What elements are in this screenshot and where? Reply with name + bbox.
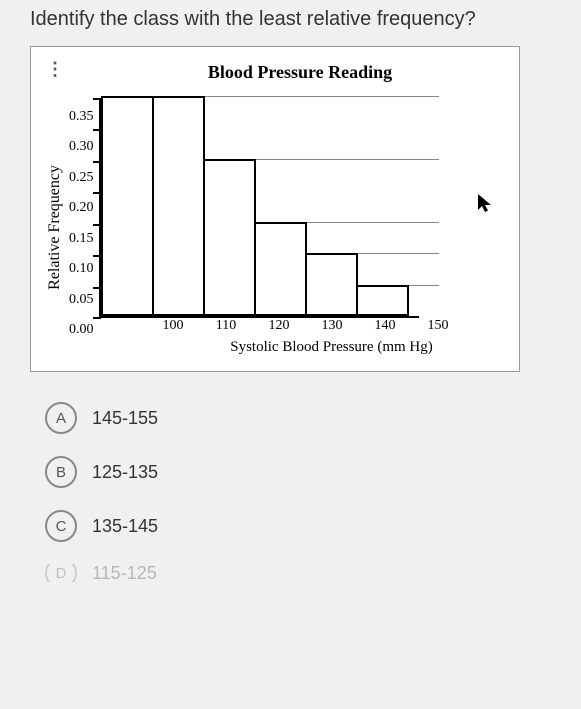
x-axis-ticks: 100 110 120 130 140 150 bbox=[147, 318, 465, 334]
option-letter: B bbox=[45, 456, 77, 488]
x-axis-label: Systolic Blood Pressure (mm Hg) bbox=[199, 339, 465, 356]
histogram-bar bbox=[203, 159, 256, 316]
x-tick: 130 bbox=[306, 318, 359, 334]
y-tick: 0.35 bbox=[69, 110, 94, 124]
histogram-bar bbox=[254, 222, 307, 316]
y-tick: 0.00 bbox=[69, 323, 94, 337]
chart-container: ⋮ Blood Pressure Reading Relative Freque… bbox=[30, 46, 520, 372]
chart-area: Relative Frequency 0.35 0.30 0.25 0.20 0… bbox=[41, 98, 509, 356]
x-tick: 110 bbox=[200, 318, 253, 334]
option-letter: D bbox=[45, 564, 77, 582]
option-text: 135-145 bbox=[92, 516, 158, 537]
option-c[interactable]: C 135-145 bbox=[45, 510, 561, 542]
histogram-bar bbox=[305, 253, 358, 316]
y-tick: 0.10 bbox=[69, 262, 94, 276]
option-text: 115-125 bbox=[92, 564, 157, 582]
y-tick: 0.25 bbox=[69, 171, 94, 185]
y-tick: 0.05 bbox=[69, 293, 94, 307]
option-text: 125-135 bbox=[92, 462, 158, 483]
x-tick: 150 bbox=[412, 318, 465, 334]
option-d[interactable]: D 115-125 bbox=[45, 564, 561, 582]
histogram-bar bbox=[356, 285, 409, 316]
y-axis-ticks: 0.35 0.30 0.25 0.20 0.15 0.10 0.05 0.00 bbox=[69, 117, 99, 337]
chart-title: Blood Pressure Reading bbox=[91, 62, 509, 83]
gridline bbox=[205, 96, 439, 97]
x-tick: 100 bbox=[147, 318, 200, 334]
x-tick: 120 bbox=[253, 318, 306, 334]
y-tick: 0.15 bbox=[69, 232, 94, 246]
option-a[interactable]: A 145-155 bbox=[45, 402, 561, 434]
chart-menu-icon[interactable]: ⋮ bbox=[46, 59, 62, 80]
y-tick: 0.20 bbox=[69, 201, 94, 215]
cursor-icon bbox=[476, 192, 494, 220]
option-letter: C bbox=[45, 510, 77, 542]
bars-group bbox=[101, 98, 407, 316]
plot-wrapper: 100 110 120 130 140 150 Systolic Blood P… bbox=[99, 98, 465, 356]
histogram-bar bbox=[101, 96, 154, 316]
question-text: Identify the class with the least relati… bbox=[0, 0, 581, 46]
option-text: 145-155 bbox=[92, 408, 158, 429]
y-tick: 0.30 bbox=[69, 140, 94, 154]
gridline bbox=[409, 285, 439, 286]
option-b[interactable]: B 125-135 bbox=[45, 456, 561, 488]
answer-options: A 145-155 B 125-135 C 135-145 D 115-125 bbox=[45, 402, 561, 582]
option-letter: A bbox=[45, 402, 77, 434]
x-tick: 140 bbox=[359, 318, 412, 334]
y-axis-label: Relative Frequency bbox=[41, 165, 69, 290]
histogram-bar bbox=[152, 96, 205, 316]
chart-plot bbox=[99, 98, 419, 318]
